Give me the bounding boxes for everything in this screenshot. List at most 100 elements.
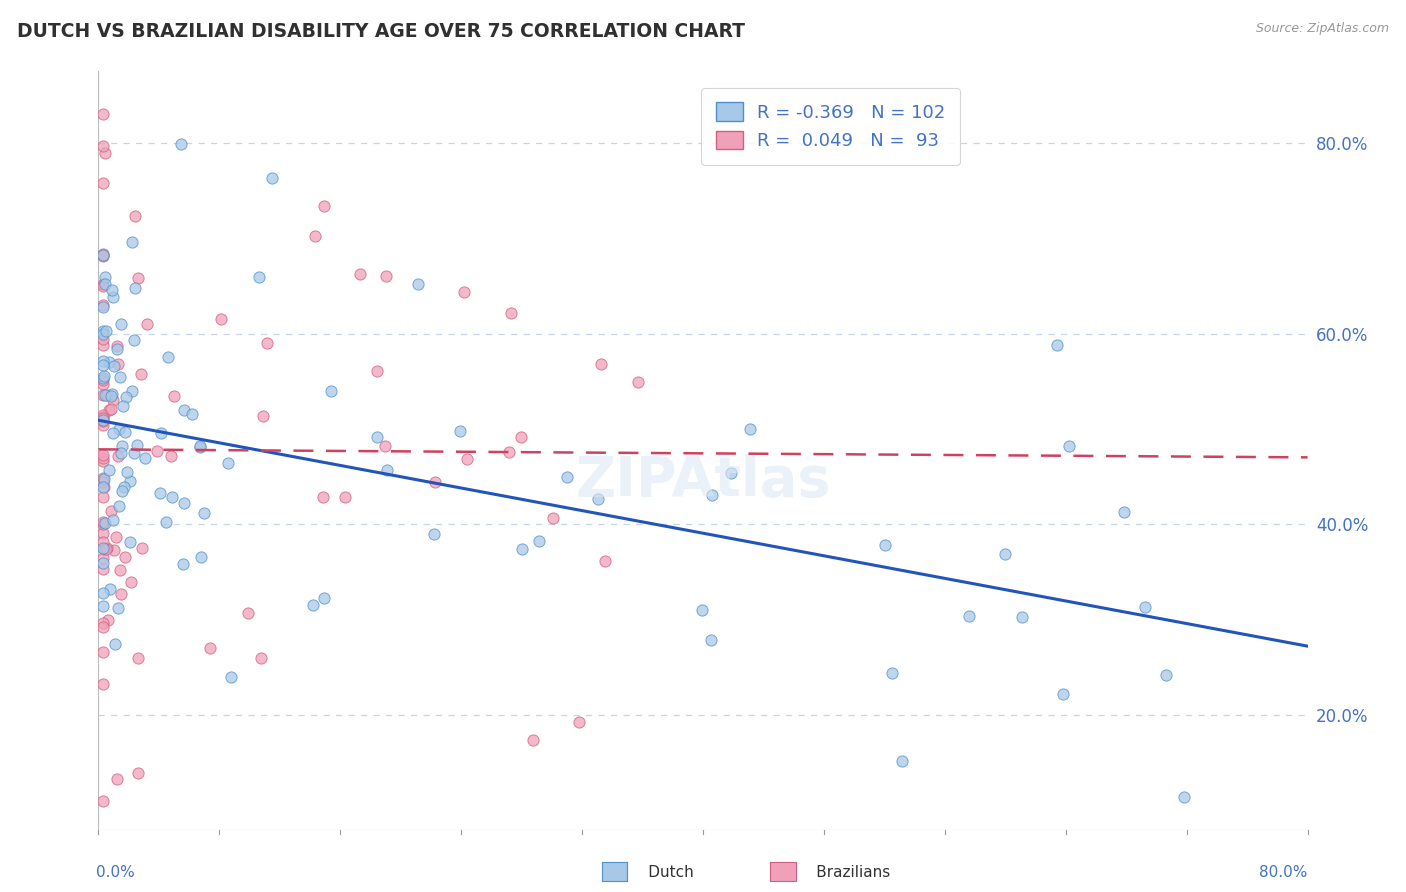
Point [98,403,121,417]
Point [97,463,120,477]
Point [134,450,156,465]
Point [91,515,114,529]
Point [122,333,145,347]
Point [891,754,914,768]
Point [93,472,115,486]
Point [96,387,118,401]
Point [115,465,138,479]
Point [91,354,114,368]
Point [91,248,114,262]
Point [155,515,177,529]
Point [101,392,124,407]
Point [118,474,141,488]
Text: Dutch: Dutch [619,865,693,880]
Point [1052,687,1074,701]
Point [121,384,143,399]
Point [91,620,114,634]
Point [91,451,114,466]
Point [124,446,146,460]
Point [93,542,115,557]
Point [91,526,114,541]
Point [522,733,544,747]
Point [1133,600,1156,615]
Point [112,480,135,494]
Point [91,107,114,121]
Point [1046,337,1069,351]
Point [124,281,146,295]
Point [959,608,981,623]
Point [91,359,114,373]
Point [91,248,114,262]
Point [366,430,388,444]
Point [120,575,142,590]
Point [162,490,184,504]
Point [690,603,713,617]
Point [91,388,114,402]
Point [114,549,136,564]
Point [124,209,146,223]
Point [190,549,212,564]
Point [374,269,396,284]
Point [1173,790,1195,805]
Point [882,665,904,680]
Text: Source: ZipAtlas.com: Source: ZipAtlas.com [1256,22,1389,36]
Point [91,556,114,570]
Point [114,391,136,405]
Point [101,513,124,527]
Point [91,562,114,576]
Point [91,599,114,613]
Point [91,475,114,489]
Point [127,650,149,665]
Point [127,765,149,780]
Point [217,456,239,470]
Point [720,466,742,480]
Point [107,357,129,371]
Point [700,633,723,648]
Point [107,601,129,615]
Point [103,542,125,557]
Point [312,490,335,504]
Point [91,516,114,531]
Point [91,374,114,388]
Point [91,586,114,600]
Point [93,368,115,383]
Point [260,171,283,186]
Point [163,389,186,403]
Point [91,300,114,314]
Point [529,534,551,549]
Point [110,587,132,601]
Point [91,794,114,808]
Point [107,499,129,513]
Point [406,277,429,292]
Point [456,451,478,466]
Point [249,651,271,665]
Point [110,446,132,460]
Point [100,504,122,518]
Point [96,325,118,339]
Point [91,279,114,293]
Point [156,350,179,364]
Point [97,613,120,627]
Point [91,480,114,494]
Point [236,606,259,620]
Point [366,364,388,378]
Point [93,516,115,531]
Point [94,277,117,292]
Point [994,547,1017,561]
Point [555,470,578,484]
Point [190,441,212,455]
Point [499,306,522,320]
Point [91,410,114,425]
Point [91,616,114,631]
Point [125,438,148,452]
Point [219,670,242,684]
Point [173,557,195,571]
Point [1011,610,1033,624]
Point [94,388,117,402]
Point [110,439,132,453]
Point [91,371,114,385]
Point [193,506,215,520]
Point [91,324,114,338]
Point [510,541,533,556]
Point [91,277,114,292]
